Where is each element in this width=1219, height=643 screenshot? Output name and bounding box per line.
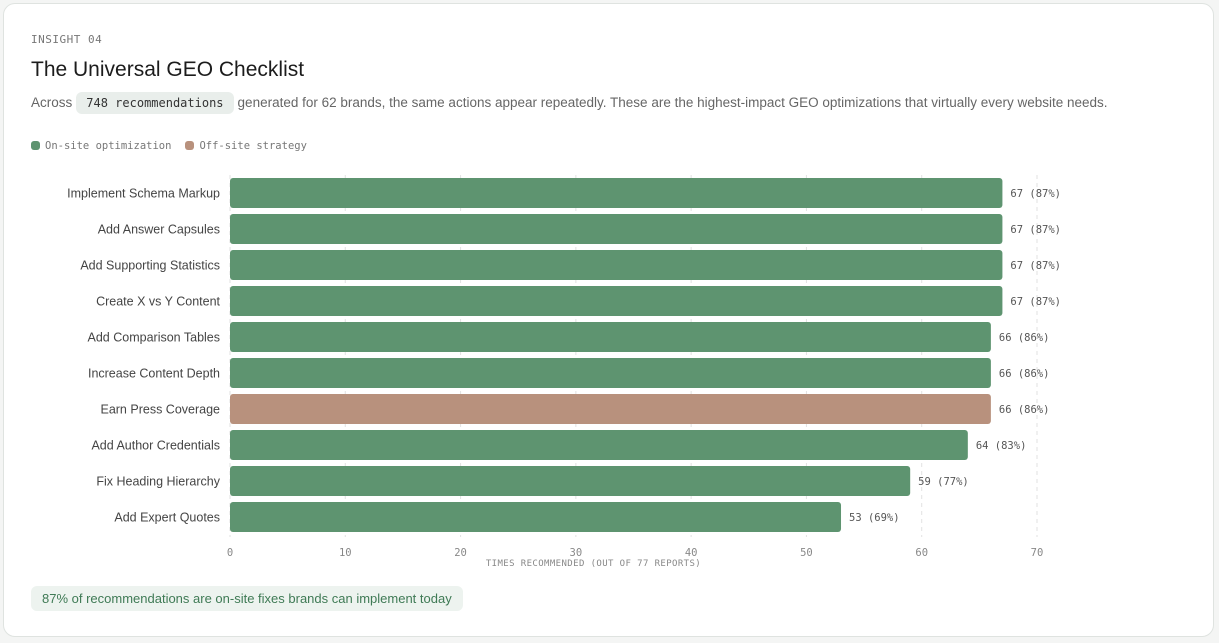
- x-tick-label: 20: [454, 547, 467, 559]
- category-label: Fix Heading Hierarchy: [96, 475, 220, 489]
- legend-swatch: [31, 141, 40, 150]
- category-label: Earn Press Coverage: [100, 403, 220, 417]
- category-label: Create X vs Y Content: [96, 295, 220, 309]
- x-tick-label: 70: [1031, 547, 1044, 559]
- subtitle-post: generated for 62 brands, the same action…: [237, 95, 1108, 110]
- data-label: 66 (86%): [999, 368, 1050, 380]
- category-label: Add Supporting Statistics: [80, 259, 220, 273]
- data-label: 67 (87%): [1010, 188, 1061, 200]
- bar: [230, 178, 1003, 208]
- legend-item-onsite: On-site optimization: [31, 140, 171, 152]
- data-label: 67 (87%): [1010, 224, 1061, 236]
- bar: [230, 358, 991, 388]
- category-label: Add Expert Quotes: [114, 511, 220, 525]
- legend-label: Off-site strategy: [199, 140, 307, 152]
- data-label: 67 (87%): [1010, 296, 1061, 308]
- data-label: 67 (87%): [1010, 260, 1061, 272]
- category-label: Increase Content Depth: [88, 367, 220, 381]
- data-label: 66 (86%): [999, 332, 1050, 344]
- insight-eyebrow: INSIGHT 04: [31, 33, 103, 46]
- bar: [230, 502, 842, 532]
- bar: [230, 322, 991, 352]
- bar: [230, 466, 911, 496]
- category-label: Add Author Credentials: [91, 439, 220, 453]
- bar: [230, 394, 991, 424]
- legend: On-site optimization Off-site strategy: [31, 140, 307, 152]
- legend-item-offsite: Off-site strategy: [185, 140, 307, 152]
- legend-swatch: [185, 141, 195, 150]
- subtitle: Across 748 recommendations generated for 6…: [31, 92, 1108, 114]
- recommendations-pill: 748 recommendations: [76, 92, 234, 114]
- bar: [230, 286, 1003, 316]
- bar: [230, 430, 968, 460]
- callout-badge: 87% of recommendations are on-site fixes…: [31, 586, 463, 611]
- page-title: The Universal GEO Checklist: [31, 58, 305, 81]
- x-tick-label: 30: [570, 547, 583, 559]
- data-label: 59 (77%): [918, 476, 969, 488]
- bar: [230, 214, 1003, 244]
- x-tick-label: 0: [227, 547, 233, 559]
- x-tick-label: 40: [685, 547, 698, 559]
- x-tick-label: 60: [915, 547, 928, 559]
- category-label: Implement Schema Markup: [67, 187, 220, 201]
- data-label: 66 (86%): [999, 404, 1050, 416]
- x-axis-label: TIMES RECOMMENDED (OUT OF 77 REPORTS): [486, 559, 701, 569]
- x-tick-label: 50: [800, 547, 813, 559]
- legend-label: On-site optimization: [45, 140, 172, 152]
- bar: [230, 250, 1003, 280]
- data-label: 64 (83%): [976, 440, 1027, 452]
- category-label: Add Comparison Tables: [88, 331, 220, 345]
- data-label: 53 (69%): [849, 512, 900, 524]
- x-tick-label: 10: [339, 547, 352, 559]
- category-label: Add Answer Capsules: [98, 223, 220, 237]
- subtitle-pre: Across: [31, 95, 73, 110]
